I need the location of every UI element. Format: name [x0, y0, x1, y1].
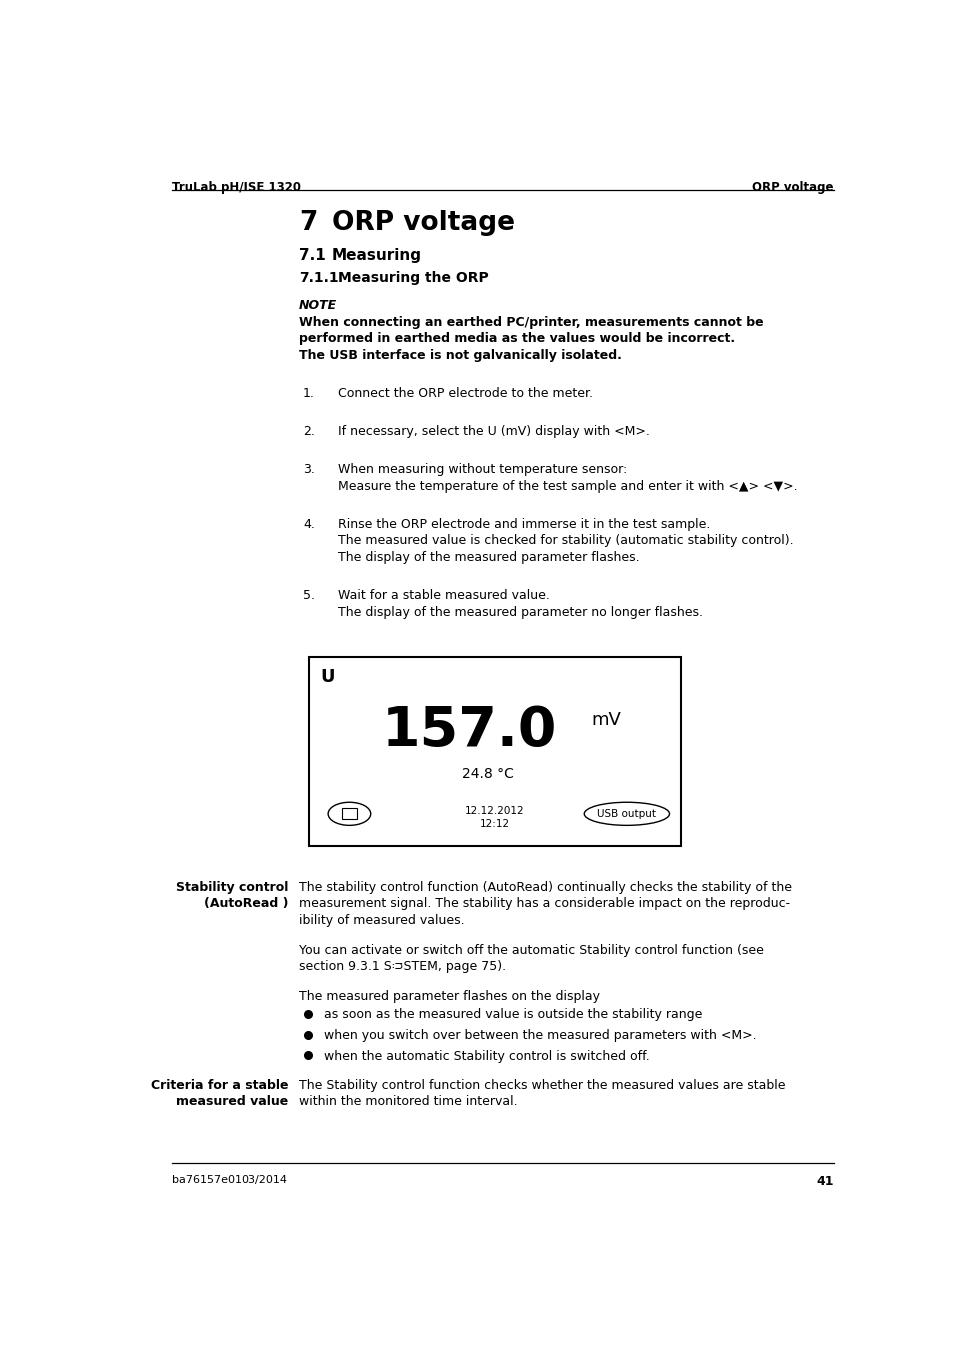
- Text: when you switch over between the measured parameters with <M>.: when you switch over between the measure…: [323, 1029, 756, 1042]
- Text: Criteria for a stable: Criteria for a stable: [151, 1079, 288, 1092]
- Text: Rinse the ORP electrode and immerse it in the test sample.: Rinse the ORP electrode and immerse it i…: [337, 518, 709, 531]
- Text: measurement signal. The stability has a considerable impact on the reproduc-: measurement signal. The stability has a …: [298, 898, 789, 910]
- Text: When measuring without temperature sensor:: When measuring without temperature senso…: [337, 463, 626, 477]
- Text: 7: 7: [298, 209, 317, 236]
- Text: 12:12: 12:12: [479, 819, 510, 829]
- Text: ibility of measured values.: ibility of measured values.: [298, 914, 464, 927]
- Text: The USB interface is not galvanically isolated.: The USB interface is not galvanically is…: [298, 348, 621, 362]
- Text: ORP voltage: ORP voltage: [332, 209, 514, 236]
- Text: ORP voltage: ORP voltage: [752, 181, 833, 194]
- Ellipse shape: [328, 802, 371, 825]
- Text: Wait for a stable measured value.: Wait for a stable measured value.: [337, 589, 549, 602]
- Text: measured value: measured value: [175, 1095, 288, 1108]
- Text: The measured parameter flashes on the display: The measured parameter flashes on the di…: [298, 990, 599, 1003]
- Text: The measured value is checked for stability (automatic stability control).: The measured value is checked for stabil…: [337, 535, 793, 547]
- Text: section 9.3.1 SᴞSTEM, page 75).: section 9.3.1 SᴞSTEM, page 75).: [298, 960, 506, 973]
- Text: 12.12.2012: 12.12.2012: [465, 806, 524, 817]
- Text: Measuring the ORP: Measuring the ORP: [337, 271, 488, 285]
- Text: 7.1: 7.1: [298, 248, 326, 263]
- Text: The display of the measured parameter no longer flashes.: The display of the measured parameter no…: [337, 606, 702, 618]
- Text: 24.8 °C: 24.8 °C: [461, 767, 513, 780]
- Text: When connecting an earthed PC/printer, measurements cannot be: When connecting an earthed PC/printer, m…: [298, 316, 762, 328]
- Text: The stability control function (AutoRead) continually checks the stability of th: The stability control function (AutoRead…: [298, 880, 791, 894]
- Text: 5.: 5.: [303, 589, 314, 602]
- Text: 3.: 3.: [303, 463, 314, 477]
- Ellipse shape: [583, 802, 669, 825]
- Text: mV: mV: [591, 711, 621, 729]
- Text: 7.1.1: 7.1.1: [298, 271, 338, 285]
- Text: U: U: [320, 667, 335, 686]
- Text: The Stability control function checks whether the measured values are stable: The Stability control function checks wh…: [298, 1079, 784, 1092]
- Text: 1.: 1.: [303, 387, 314, 400]
- FancyBboxPatch shape: [309, 657, 680, 846]
- Text: If necessary, select the U (mV) display with <M>.: If necessary, select the U (mV) display …: [337, 425, 649, 437]
- Text: NOTE: NOTE: [298, 300, 336, 312]
- Text: within the monitored time interval.: within the monitored time interval.: [298, 1095, 517, 1108]
- Text: performed in earthed media as the values would be incorrect.: performed in earthed media as the values…: [298, 332, 735, 346]
- Text: 2.: 2.: [303, 425, 314, 437]
- Text: 03/2014: 03/2014: [241, 1174, 288, 1184]
- FancyBboxPatch shape: [341, 809, 356, 819]
- Text: when the automatic Stability control is switched off.: when the automatic Stability control is …: [323, 1050, 649, 1062]
- Text: as soon as the measured value is outside the stability range: as soon as the measured value is outside…: [323, 1008, 701, 1021]
- Text: 157.0: 157.0: [381, 703, 557, 757]
- Text: Measuring: Measuring: [332, 248, 421, 263]
- Text: (AutoRead ): (AutoRead ): [204, 898, 288, 910]
- Text: Measure the temperature of the test sample and enter it with <▲> <▼>.: Measure the temperature of the test samp…: [337, 479, 797, 493]
- Text: 4.: 4.: [303, 518, 314, 531]
- Text: Connect the ORP electrode to the meter.: Connect the ORP electrode to the meter.: [337, 387, 592, 400]
- Text: ba76157e01: ba76157e01: [172, 1174, 242, 1184]
- Text: You can activate or switch off the automatic Stability control function (see: You can activate or switch off the autom…: [298, 944, 763, 957]
- Text: Stability control: Stability control: [175, 880, 288, 894]
- Text: TruLab pH/ISE 1320: TruLab pH/ISE 1320: [172, 181, 300, 194]
- Text: USB output: USB output: [597, 809, 656, 819]
- Text: The display of the measured parameter flashes.: The display of the measured parameter fl…: [337, 551, 639, 564]
- Text: 41: 41: [816, 1174, 833, 1188]
